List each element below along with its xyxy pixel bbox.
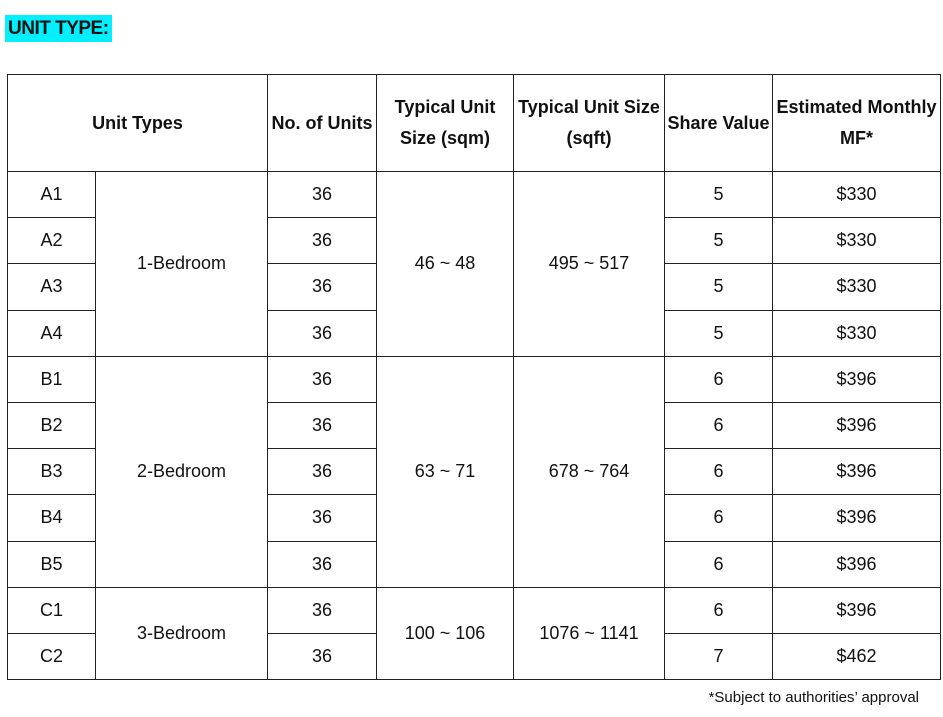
unit-type-table: Unit Types No. of Units Typical Unit Siz…: [7, 74, 941, 681]
unit-type: 1-Bedroom: [95, 171, 268, 357]
share-value: 6: [664, 494, 773, 542]
monthly-mf: $330: [772, 263, 941, 311]
table-row: B2 36 6 $396: [7, 401, 941, 450]
unit-code: C2: [7, 632, 96, 681]
unit-type: 3-Bedroom: [95, 586, 268, 681]
monthly-mf: $462: [772, 632, 941, 681]
table-row: A3 36 5 $330: [7, 263, 941, 311]
monthly-mf: $396: [772, 448, 941, 496]
size-sqft: 495 ~ 517: [513, 171, 665, 357]
header-size-sqm: Typical Unit Size (sqm): [376, 74, 514, 172]
no-of-units: 36: [267, 401, 377, 450]
share-value: 6: [664, 355, 773, 403]
monthly-mf: $396: [772, 494, 941, 542]
no-of-units: 36: [267, 540, 377, 588]
share-value: 7: [664, 632, 773, 681]
table-row: B5 36 6 $396: [7, 540, 941, 588]
table-row: C2 36 7 $462: [7, 632, 941, 681]
share-value: 5: [664, 217, 773, 265]
no-of-units: 36: [267, 494, 377, 542]
no-of-units: 36: [267, 448, 377, 496]
size-sqm: 46 ~ 48: [376, 171, 514, 357]
no-of-units: 36: [267, 632, 377, 681]
header-no-of-units: No. of Units: [267, 74, 377, 172]
monthly-mf: $396: [772, 401, 941, 450]
no-of-units: 36: [267, 586, 377, 634]
unit-code: B5: [7, 540, 96, 588]
table-row: B4 36 6 $396: [7, 494, 941, 542]
unit-code: A3: [7, 263, 96, 311]
size-sqm: 100 ~ 106: [376, 586, 514, 681]
header-row: Unit Types No. of Units Typical Unit Siz…: [7, 74, 941, 172]
share-value: 6: [664, 586, 773, 634]
table-row: B1 2-Bedroom 36 63 ~ 71 678 ~ 764 6 $396: [7, 355, 941, 588]
footnote: *Subject to authorities’ approval: [708, 689, 919, 706]
share-value: 6: [664, 540, 773, 588]
monthly-mf: $396: [772, 586, 941, 634]
table-row: B3 36 6 $396: [7, 448, 941, 496]
monthly-mf: $330: [772, 170, 941, 219]
share-value: 6: [664, 401, 773, 450]
size-sqft: 1076 ~ 1141: [513, 586, 665, 681]
share-value: 6: [664, 448, 773, 496]
header-unit-types: Unit Types: [7, 74, 268, 172]
no-of-units: 36: [267, 355, 377, 403]
no-of-units: 36: [267, 309, 377, 357]
unit-code: A1: [7, 170, 96, 219]
no-of-units: 36: [267, 263, 377, 311]
monthly-mf: $396: [772, 355, 941, 403]
monthly-mf: $396: [772, 540, 941, 588]
header-monthly-mf: Estimated Monthly MF*: [772, 74, 941, 172]
table-row: A4 36 5 $330: [7, 309, 941, 357]
section-title: UNIT TYPE:: [5, 15, 112, 42]
header-share-value: Share Value: [664, 74, 773, 172]
share-value: 5: [664, 309, 773, 357]
share-value: 5: [664, 170, 773, 219]
monthly-mf: $330: [772, 309, 941, 357]
monthly-mf: $330: [772, 217, 941, 265]
unit-code: B1: [7, 355, 96, 403]
unit-code: A4: [7, 309, 96, 357]
unit-code: B3: [7, 448, 96, 496]
table-row: A1 1-Bedroom 36 46 ~ 48 495 ~ 517 5 $330: [7, 170, 941, 357]
share-value: 5: [664, 263, 773, 311]
unit-type: 2-Bedroom: [95, 355, 268, 588]
size-sqft: 678 ~ 764: [513, 355, 665, 588]
unit-code: A2: [7, 217, 96, 265]
size-sqm: 63 ~ 71: [376, 355, 514, 588]
table-row: C1 3-Bedroom 36 100 ~ 106 1076 ~ 1141 6 $396: [7, 586, 941, 681]
unit-code: B2: [7, 401, 96, 450]
no-of-units: 36: [267, 217, 377, 265]
no-of-units: 36: [267, 170, 377, 219]
unit-code: B4: [7, 494, 96, 542]
header-size-sqft: Typical Unit Size (sqft): [513, 74, 665, 172]
unit-code: C1: [7, 586, 96, 634]
